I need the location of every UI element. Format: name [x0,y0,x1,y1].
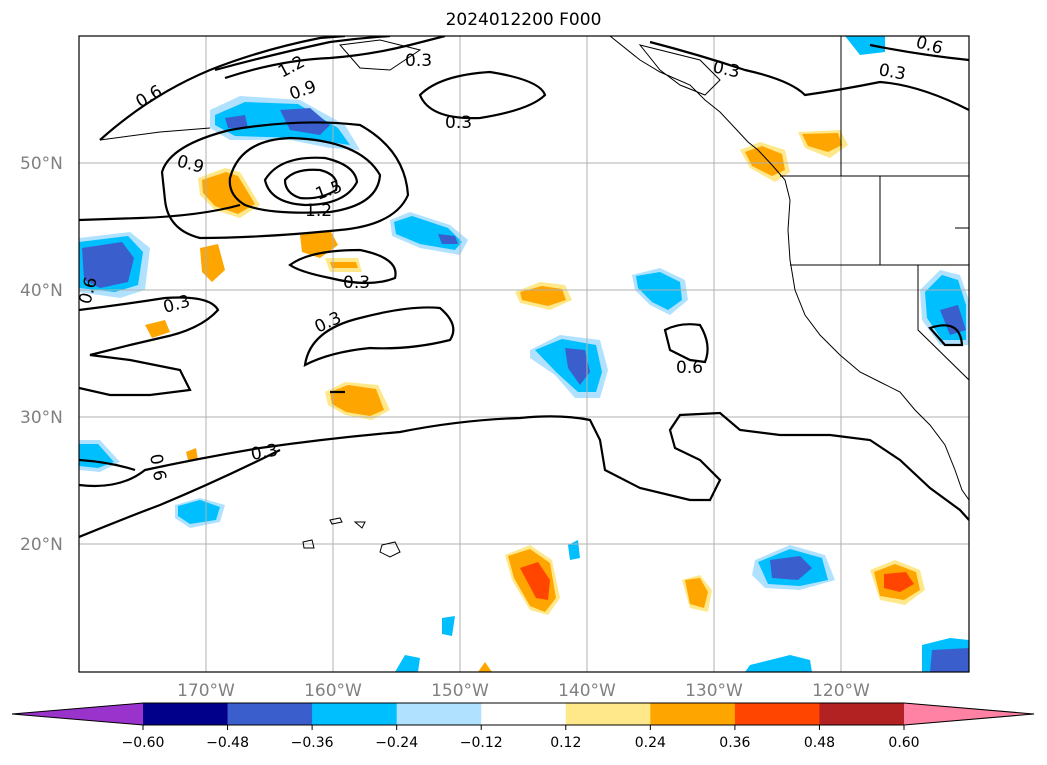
filled-contours [79,36,969,672]
contour-line [928,324,964,347]
contour-label: 0.6 [676,358,703,378]
colorbar-extend-min [12,703,143,725]
lon-tick-label: 150°W [431,681,489,701]
colorbar-segment [734,703,820,725]
contour-label: 1.2 [305,201,332,221]
lat-tick-label: 50°N [20,154,63,174]
lon-tick-label: 160°W [304,681,362,701]
contour-line [283,168,338,200]
neg-patch [225,115,248,128]
contour-line [869,43,969,62]
map-frame [78,35,970,673]
neg-patch [568,540,580,560]
contour-line [79,458,136,472]
colorbar-segment [227,703,313,725]
contour-line [79,411,969,521]
neg-patch [845,36,885,55]
contour-line [228,136,382,214]
contour-line [79,296,220,397]
pos-patch [685,578,708,608]
colorbar-tick-label: −0.24 [375,735,418,751]
lon-tick-label: 120°W [812,681,870,701]
lon-tick-label: 170°W [177,681,235,701]
contour-line [79,449,281,539]
pos-patch [802,133,842,152]
contour-line [224,36,446,80]
pos-patch [884,572,914,592]
neg-patch [745,655,812,672]
lon-ticks: 170°W 160°W 150°W 140°W 130°W 120°W [177,681,870,701]
lon-tick-label: 130°W [685,681,743,701]
contour-line [303,306,455,367]
neg-patch [940,305,966,335]
colorbar-tick-label: −0.48 [206,735,249,751]
colorbar-tick-label: 0.12 [550,735,581,751]
colorbar-tick-label: 0.24 [635,735,666,751]
colorbar-segment [481,703,567,725]
contour-line [79,203,241,222]
neg-patch [770,556,812,580]
contour-line [649,40,969,111]
contour-line [288,248,397,285]
colorbar-tick-label: 0.60 [888,735,919,751]
neg-patch [438,234,458,244]
colorbar-tick-label: 0.48 [804,735,835,751]
colorbar-segment [819,703,905,725]
lat-tick-label: 40°N [20,281,63,301]
contour-lines [79,36,969,539]
neg-patch [565,348,590,385]
pos-patch [520,286,566,306]
colorbar-segment [565,703,651,725]
lat-tick-label: 30°N [20,408,63,428]
contour-label: 0.3 [249,441,279,465]
colorbar-tick-label: −0.12 [460,735,503,751]
colorbar-segment [312,703,398,725]
colorbar-extend-max [904,703,1034,725]
contour-line [418,70,547,120]
colorbar: −0.60 −0.48 −0.36 −0.24 −0.12 0.12 0.24 0.36 0.4… [11,702,1035,751]
neg-patch [930,648,969,672]
colorbar-tick-label: −0.60 [122,735,165,751]
colorbar-segment [650,703,736,725]
contour-line [263,156,359,207]
pos-patch [145,320,170,338]
contour-label: 0.3 [405,51,432,71]
contour-label: 0.3 [877,60,907,84]
neg-patch [82,242,134,288]
map-title: 2024012200 F000 [445,10,602,30]
lat-tick-label: 20°N [20,535,63,555]
contour-label: 0.6 [145,452,169,482]
colorbar-tick-label: 0.36 [719,735,750,751]
neg-patch [442,616,455,636]
contour-line [663,323,709,364]
contour-label: 0.3 [445,113,472,133]
lon-tick-label: 140°W [558,681,616,701]
colorbar-tick-label: −0.36 [291,735,334,751]
pos-patch [330,262,358,268]
contour-line [99,36,346,141]
neg-patch [178,500,220,524]
contour-line [160,121,410,240]
colorbar-segment [143,703,229,725]
pos-patch [520,562,550,600]
pos-patch [478,662,492,672]
coastlines [99,36,969,558]
lat-ticks: 50°N 40°N 30°N 20°N [20,154,63,555]
contour-line [214,36,391,72]
colorbar-segment [396,703,482,725]
neg-patch [395,655,420,672]
pos-patch [186,448,198,460]
neg-patch [636,272,682,310]
contour-label: 0.3 [343,273,370,293]
